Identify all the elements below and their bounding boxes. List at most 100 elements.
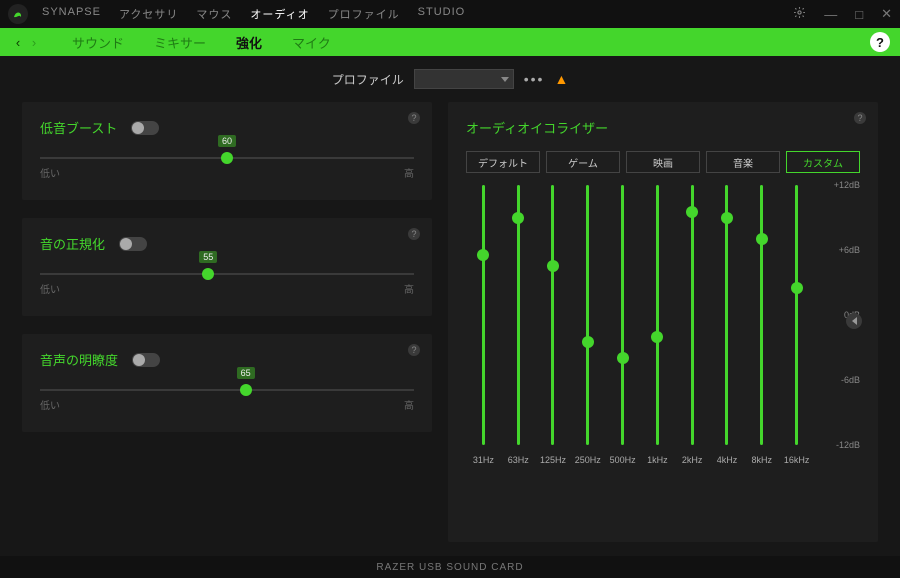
eq-band-track[interactable] (691, 185, 694, 445)
eq-band-3: 250Hz (578, 185, 598, 485)
slider-thumb[interactable] (240, 384, 252, 396)
profile-warning-icon: ▲ (554, 71, 568, 87)
eq-band-thumb[interactable] (512, 212, 524, 224)
slider-title: 低音ブースト (40, 118, 117, 137)
profile-more-button[interactable]: ••• (524, 71, 545, 87)
eq-scale-label: -12dB (836, 440, 860, 450)
eq-band-track[interactable] (795, 185, 798, 445)
device-name: RAZER USB SOUND CARD (376, 562, 523, 573)
topnav-item-5[interactable]: STUDIO (418, 6, 466, 22)
profile-select[interactable] (414, 69, 514, 89)
eq-band-5: 1kHz (647, 185, 667, 485)
eq-band-track[interactable] (725, 185, 728, 445)
slider-panel-0: ? 低音ブースト 60 低い 高 (22, 102, 432, 200)
sub-tabs: サウンド ミキサー 強化 マイク (72, 33, 331, 52)
slider-value-badge: 60 (218, 135, 236, 147)
nav-back-icon[interactable]: ‹ (10, 35, 26, 50)
eq-band-track[interactable] (656, 185, 659, 445)
eq-preset-0[interactable]: デフォルト (466, 151, 540, 173)
eq-band-freq-label: 31Hz (473, 455, 494, 465)
eq-band-thumb[interactable] (686, 206, 698, 218)
eq-scale-label: -6dB (841, 375, 860, 385)
slider-low-label: 低い (40, 165, 60, 180)
eq-band-thumb[interactable] (617, 352, 629, 364)
footer-bar: RAZER USB SOUND CARD (0, 556, 900, 578)
slider-track[interactable] (40, 157, 414, 159)
help-icon[interactable]: ? (408, 344, 420, 356)
eq-band-freq-label: 500Hz (610, 455, 636, 465)
help-icon[interactable]: ? (408, 228, 420, 240)
eq-preset-4[interactable]: カスタム (786, 151, 860, 173)
eq-band-thumb[interactable] (582, 336, 594, 348)
maximize-icon[interactable]: □ (855, 7, 863, 22)
eq-band-freq-label: 125Hz (540, 455, 566, 465)
slider-track[interactable] (40, 273, 414, 275)
eq-reset-button[interactable] (846, 313, 862, 329)
eq-band-freq-label: 1kHz (647, 455, 668, 465)
subtab-1[interactable]: ミキサー (154, 33, 206, 52)
eq-preset-3[interactable]: 音楽 (706, 151, 780, 173)
help-button[interactable]: ? (870, 32, 890, 52)
topnav-item-3[interactable]: オーディオ (250, 6, 309, 22)
topnav-item-2[interactable]: マウス (196, 6, 232, 22)
minimize-icon[interactable]: — (824, 7, 837, 22)
eq-band-track[interactable] (760, 185, 763, 445)
eq-scale-label: +12dB (834, 180, 860, 190)
eq-chart-area: 31Hz63Hz125Hz250Hz500Hz1kHz2kHz4kHz8kHz1… (466, 185, 860, 485)
eq-band-freq-label: 2kHz (682, 455, 703, 465)
sub-nav-bar: ‹ › サウンド ミキサー 強化 マイク ? (0, 28, 900, 56)
eq-band-freq-label: 250Hz (575, 455, 601, 465)
eq-band-track[interactable] (621, 185, 624, 445)
slider-low-label: 低い (40, 281, 60, 296)
slider-low-label: 低い (40, 397, 60, 412)
slider-panel-1: ?音の正規化55低い高 (22, 218, 432, 316)
topnav-item-0[interactable]: SYNAPSE (42, 6, 101, 22)
eq-preset-row: デフォルトゲーム映画音楽カスタム (466, 151, 860, 173)
slider-high-label: 高 (404, 281, 414, 296)
eq-band-thumb[interactable] (547, 260, 559, 272)
eq-band-thumb[interactable] (791, 282, 803, 294)
settings-icon[interactable] (793, 6, 806, 22)
slider-value-badge: 65 (237, 367, 255, 379)
profile-label: プロファイル (332, 71, 404, 88)
toggle-switch[interactable] (119, 237, 147, 251)
eq-band-thumb[interactable] (721, 212, 733, 224)
eq-band-thumb[interactable] (651, 331, 663, 343)
subtab-0[interactable]: サウンド (72, 33, 124, 52)
brand-logo (8, 4, 28, 24)
subtab-3[interactable]: マイク (292, 33, 331, 52)
eq-band-9: 16kHz (787, 185, 807, 485)
help-icon[interactable]: ? (854, 112, 866, 124)
slider-thumb[interactable] (221, 152, 233, 164)
eq-band-0: 31Hz (473, 185, 493, 485)
eq-band-1: 63Hz (508, 185, 528, 485)
equalizer-title: オーディオイコライザー (466, 118, 860, 137)
toggle-switch[interactable] (132, 353, 160, 367)
eq-preset-2[interactable]: 映画 (626, 151, 700, 173)
equalizer-panel: ? オーディオイコライザー デフォルトゲーム映画音楽カスタム 31Hz 63Hz 1… (448, 102, 878, 542)
close-icon[interactable]: ✕ (881, 6, 892, 22)
eq-band-track[interactable] (586, 185, 589, 445)
help-icon[interactable]: ? (408, 112, 420, 124)
nav-forward-icon[interactable]: › (26, 35, 42, 50)
eq-scale-label: +6dB (839, 245, 860, 255)
content-area: ?低音ブースト60低い高?音の正規化55低い高?音声の明瞭度65低い高 ? オー… (0, 102, 900, 542)
slider-title: 音の正規化 (40, 234, 105, 253)
eq-band-4: 500Hz (613, 185, 633, 485)
slider-track[interactable] (40, 389, 414, 391)
eq-band-track[interactable] (517, 185, 520, 445)
eq-band-track[interactable] (551, 185, 554, 445)
toggle-switch[interactable] (131, 121, 159, 135)
topnav-item-1[interactable]: アクセサリ (119, 6, 178, 22)
eq-band-thumb[interactable] (756, 233, 768, 245)
eq-preset-1[interactable]: ゲーム (546, 151, 620, 173)
eq-band-freq-label: 16kHz (784, 455, 810, 465)
window-controls: — □ ✕ (793, 6, 892, 22)
eq-band-2: 125Hz (543, 185, 563, 485)
eq-band-thumb[interactable] (477, 249, 489, 261)
slider-high-label: 高 (404, 165, 414, 180)
subtab-2[interactable]: 強化 (236, 33, 262, 52)
eq-band-track[interactable] (482, 185, 485, 445)
topnav-item-4[interactable]: プロファイル (328, 6, 400, 22)
slider-thumb[interactable] (202, 268, 214, 280)
